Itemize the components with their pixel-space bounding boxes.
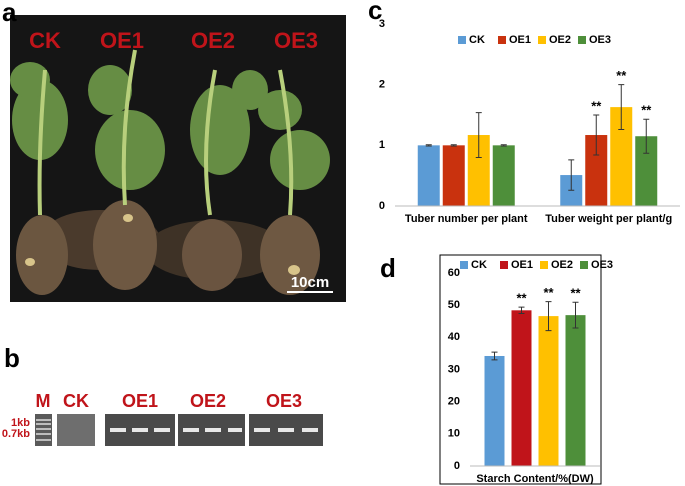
legend-swatch bbox=[458, 36, 466, 44]
y-tick-label: 0 bbox=[379, 200, 385, 212]
gel-image bbox=[35, 414, 323, 446]
error-bar bbox=[643, 118, 650, 154]
legend-swatch bbox=[538, 36, 546, 44]
lane-label: OE2 bbox=[190, 391, 226, 411]
legend-label: OE3 bbox=[591, 259, 613, 271]
bar bbox=[511, 310, 532, 466]
legend-label: OE2 bbox=[549, 34, 571, 46]
plant-photo bbox=[10, 15, 346, 302]
legend-swatch bbox=[500, 261, 508, 269]
bar bbox=[467, 135, 490, 206]
legend-label: OE1 bbox=[509, 34, 531, 46]
lane-label: M bbox=[36, 391, 51, 411]
panel-label: a bbox=[2, 0, 17, 27]
x-tick-label: Tuber weight per plant/g bbox=[545, 213, 672, 225]
photo-label: OE2 bbox=[191, 28, 235, 53]
x-tick-label: Tuber number per plant bbox=[405, 213, 528, 225]
significance-label: ** bbox=[616, 68, 627, 83]
y-tick-label: 50 bbox=[448, 299, 460, 311]
y-tick-label: 3 bbox=[379, 18, 385, 30]
photo-label: CK bbox=[29, 28, 61, 53]
y-tick-label: 40 bbox=[448, 331, 460, 343]
y-tick-label: 30 bbox=[448, 363, 460, 375]
x-tick-label: Starch Content/%(DW) bbox=[476, 473, 594, 485]
chart-frame bbox=[439, 254, 602, 485]
photo-label: OE1 bbox=[100, 28, 144, 53]
error-bar bbox=[475, 112, 482, 158]
y-tick-label: 2 bbox=[379, 79, 385, 91]
bar bbox=[442, 145, 465, 206]
error-bar bbox=[572, 301, 579, 329]
scale-bar-label: 10cm bbox=[291, 274, 329, 291]
y-tick-label: 20 bbox=[448, 396, 460, 408]
significance-label: ** bbox=[570, 286, 581, 301]
bar bbox=[484, 355, 505, 466]
size-marker: 1kb bbox=[11, 417, 30, 429]
y-tick-label: 1 bbox=[379, 139, 385, 151]
error-bar bbox=[491, 351, 498, 361]
legend-swatch bbox=[578, 36, 586, 44]
bar bbox=[610, 107, 633, 206]
panel-label: b bbox=[4, 343, 20, 373]
error-bar bbox=[425, 144, 432, 147]
error-bar bbox=[568, 159, 575, 191]
bar bbox=[565, 315, 586, 466]
lane-label: CK bbox=[63, 391, 89, 411]
error-bar bbox=[500, 144, 507, 147]
legend-swatch bbox=[540, 261, 548, 269]
bar bbox=[635, 136, 658, 206]
y-tick-label: 10 bbox=[448, 428, 460, 440]
bar bbox=[538, 316, 559, 466]
legend-label: OE2 bbox=[551, 259, 573, 271]
y-tick-label: 0 bbox=[454, 460, 460, 472]
error-bar bbox=[618, 84, 625, 131]
error-bar bbox=[593, 114, 600, 156]
significance-label: ** bbox=[641, 103, 652, 118]
legend-swatch bbox=[460, 261, 468, 269]
bar bbox=[492, 145, 515, 206]
size-marker: 0.7kb bbox=[2, 428, 30, 440]
significance-label: ** bbox=[516, 291, 527, 306]
significance-label: ** bbox=[543, 285, 554, 300]
photo-label: OE3 bbox=[274, 28, 318, 53]
lane-label: OE1 bbox=[122, 391, 158, 411]
y-tick-label: 60 bbox=[448, 267, 460, 279]
legend-label: CK bbox=[469, 34, 485, 46]
significance-label: ** bbox=[591, 98, 602, 113]
legend-swatch bbox=[580, 261, 588, 269]
legend-label: OE3 bbox=[589, 34, 611, 46]
error-bar bbox=[518, 306, 525, 315]
bar bbox=[585, 135, 608, 206]
lane-label: OE3 bbox=[266, 391, 302, 411]
panel-label: d bbox=[380, 253, 396, 283]
legend-swatch bbox=[498, 36, 506, 44]
panel-label: c bbox=[368, 0, 382, 25]
error-bar bbox=[450, 144, 457, 147]
legend-label: OE1 bbox=[511, 259, 533, 271]
error-bar bbox=[545, 301, 552, 332]
bar bbox=[417, 145, 440, 206]
legend-label: CK bbox=[471, 259, 487, 271]
